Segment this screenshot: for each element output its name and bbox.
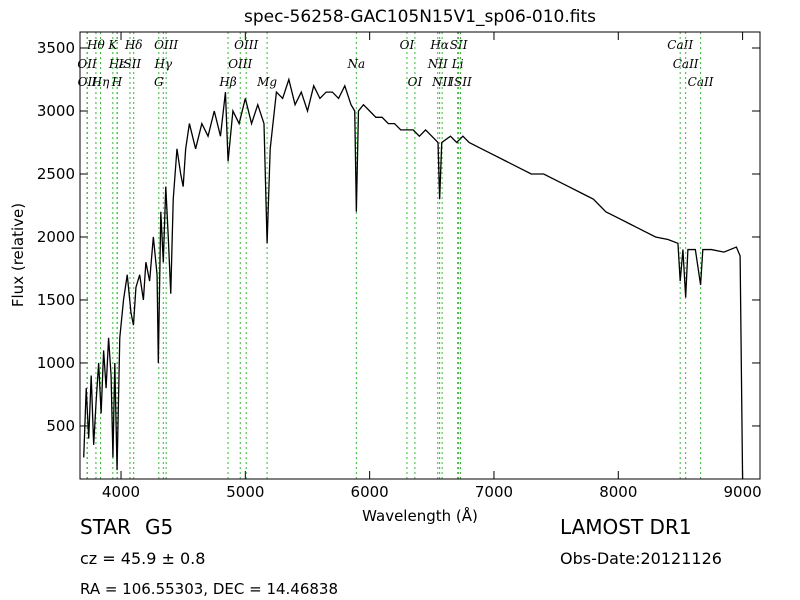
spectral-line-label: Hθ: [86, 38, 105, 52]
y-tick-label: 3500: [37, 39, 75, 57]
spectral-line-label: OI: [400, 38, 415, 52]
spectral-line-label: NII: [427, 57, 448, 71]
spectral-line-label: OIII: [234, 38, 258, 52]
y-tick-label: 3000: [37, 102, 75, 120]
x-axis-label: Wavelength (Å): [362, 506, 478, 525]
spectral-line-label: Hβ: [218, 75, 236, 89]
y-tick-label: 2500: [37, 165, 75, 183]
spectral-line-label: Hγ: [153, 57, 172, 71]
spectral-line-label: OI: [408, 75, 423, 89]
x-tick-label: 6000: [351, 483, 389, 501]
x-tick-label: 8000: [599, 483, 637, 501]
x-tick-label: 9000: [724, 483, 762, 501]
spectral-line-label: Hδ: [124, 38, 143, 52]
y-tick-label: 500: [46, 417, 75, 435]
object-class: STAR: [80, 515, 131, 539]
spectral-line-label: SII: [450, 38, 468, 52]
x-tick-label: 4000: [102, 483, 140, 501]
y-axis-label: Flux (relative): [9, 203, 27, 307]
spectral-line-label: Na: [347, 57, 366, 71]
spectral-line-label: G: [154, 75, 164, 89]
subclass: G5: [145, 515, 173, 539]
spectral-line-label: ISII: [118, 57, 142, 71]
spectral-line-label: CaII: [667, 38, 693, 52]
coords: RA = 106.55303, DEC = 14.46838: [80, 580, 338, 598]
obs-date: Obs-Date:20121126: [560, 549, 722, 568]
plot-frame: [79, 31, 761, 480]
spectral-line-label: Li: [451, 57, 464, 71]
y-tick-label: 1500: [37, 291, 75, 309]
spectral-line-label: NII: [431, 75, 452, 89]
spectral-line-label: Hα: [429, 38, 449, 52]
chart-title: spec-56258-GAC105N15V1_sp06-010.fits: [244, 7, 596, 27]
spectral-line-label: Mg: [256, 75, 277, 89]
y-tick-label: 1000: [37, 354, 75, 372]
spectral-line-label: OIII: [228, 57, 252, 71]
x-tick-label: 7000: [475, 483, 513, 501]
spectrum-line: [83, 77, 744, 479]
spectral-line-label: CaII: [688, 75, 714, 89]
spectral-line-label: ISII: [448, 75, 472, 89]
spectral-line-label: OIII: [154, 38, 178, 52]
redshift: cz = 45.9 ± 0.8: [80, 549, 205, 568]
survey: LAMOST DR1: [560, 515, 692, 539]
spectral-line-label: OII: [78, 75, 98, 89]
spectral-line-label: Hη: [91, 75, 110, 89]
y-tick-label: 2000: [37, 228, 75, 246]
spectral-line-label: H: [111, 75, 123, 89]
spectral-line-label: K: [107, 38, 118, 52]
x-tick-label: 5000: [226, 483, 264, 501]
spectral-line-label: CaII: [673, 57, 699, 71]
